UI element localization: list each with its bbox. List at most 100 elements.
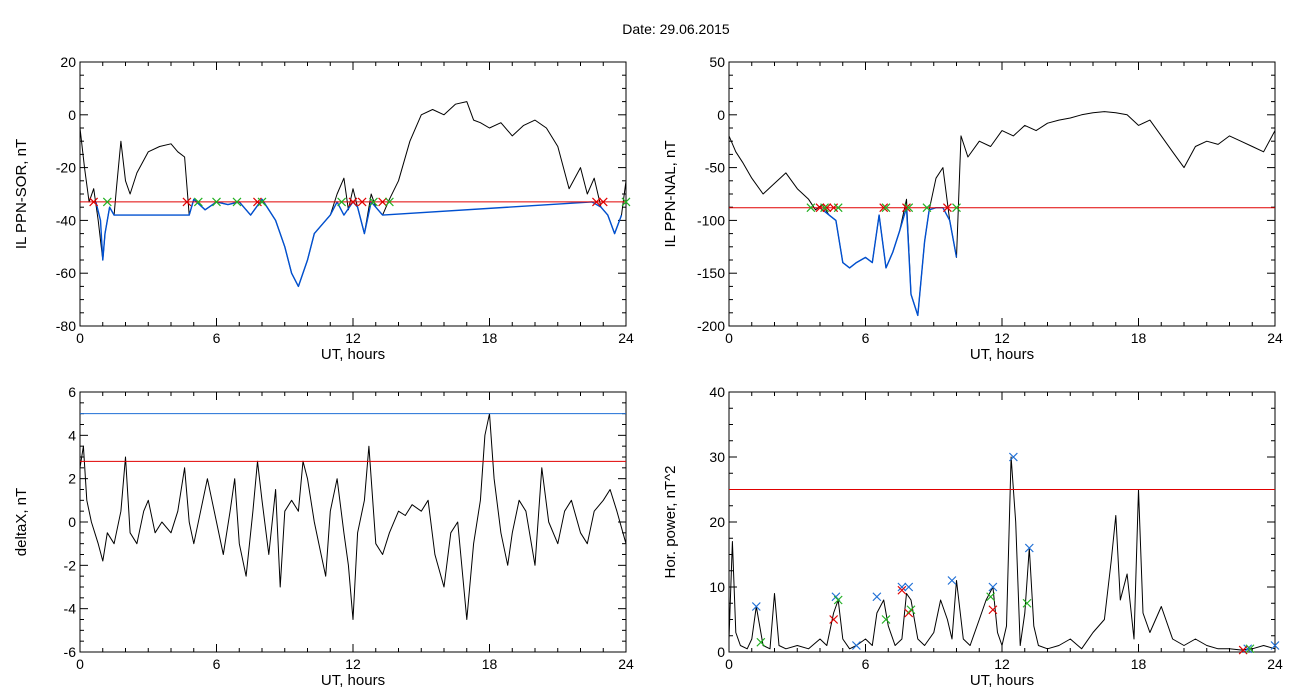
event-marker [922, 203, 932, 213]
peak-marker [1270, 641, 1280, 650]
series-trace [80, 413, 626, 620]
peak-marker [1008, 452, 1018, 462]
peak-marker [897, 585, 907, 595]
event-marker [881, 203, 891, 213]
x-tick-label: 24 [618, 330, 634, 346]
peak-marker [833, 595, 843, 605]
series-trace [80, 101, 626, 287]
event-marker [337, 197, 347, 207]
y-tick-label: -60 [56, 265, 76, 281]
series-subset [95, 198, 623, 288]
y-tick-label: -150 [697, 265, 725, 281]
event-marker [212, 197, 221, 207]
x-axis-label: UT, hours [321, 672, 385, 689]
event-marker [257, 197, 267, 207]
y-tick-label: -200 [697, 318, 725, 334]
y-axis-label: IL PPN-SOR, nT [13, 139, 30, 249]
peak-marker [1238, 645, 1248, 655]
peak-marker [947, 576, 957, 585]
x-tick-label: 12 [345, 330, 361, 346]
x-tick-label: 24 [1267, 656, 1283, 672]
chart-sor: 0 6 12 18 24 20 0 -20 -40 -60 -80 UT, hours IL PPN-S… [13, 54, 634, 363]
x-tick-label: 12 [345, 656, 361, 672]
event-marker [820, 203, 829, 213]
event-marker [357, 197, 367, 207]
chart-deltax: 0 6 12 18 24 6 4 2 0 -2 -4 -6 UT, hours deltaX, nT [13, 384, 634, 689]
event-marker [378, 197, 387, 207]
y-tick-label: 50 [709, 54, 725, 70]
event-marker [942, 203, 952, 213]
peak-marker [1024, 543, 1034, 553]
y-tick-label: -2 [64, 557, 77, 573]
x-tick-label: 24 [1267, 330, 1283, 346]
plot-area [729, 111, 1275, 317]
x-tick-label: 6 [862, 656, 870, 672]
x-tick-label: 18 [482, 656, 498, 672]
x-tick-label: 6 [213, 330, 221, 346]
x-tick-label: 0 [76, 330, 84, 346]
event-marker [822, 203, 832, 213]
event-marker [902, 203, 911, 213]
y-tick-label: 10 [709, 579, 725, 595]
peak-marker [988, 582, 998, 592]
y-tick-label: 40 [709, 384, 725, 400]
event-marker [833, 203, 843, 213]
x-tick-label: 18 [482, 330, 498, 346]
peak-marker [756, 637, 766, 647]
x-axis-label: UT, hours [970, 672, 1034, 689]
plot-frame [728, 61, 1276, 327]
x-tick-label: 6 [213, 656, 221, 672]
event-marker [592, 197, 601, 207]
x-tick-label: 0 [76, 656, 84, 672]
y-axis-label: IL PPN-NAL, nT [662, 141, 679, 248]
event-marker [904, 203, 914, 213]
y-tick-label: 4 [68, 427, 76, 443]
x-tick-label: 18 [1131, 656, 1147, 672]
y-axis-label: deltaX, nT [13, 488, 30, 556]
event-marker [193, 197, 203, 207]
event-marker [102, 197, 112, 207]
event-marker [182, 197, 192, 207]
y-tick-label: 20 [60, 54, 76, 70]
y-tick-label: 0 [717, 107, 725, 123]
event-marker [369, 197, 378, 207]
x-tick-label: 12 [994, 330, 1010, 346]
y-tick-label: 0 [68, 514, 76, 530]
x-axis-label: UT, hours [321, 346, 385, 363]
plot-frame [728, 391, 1276, 653]
y-tick-label: 6 [68, 384, 76, 400]
peak-marker [829, 615, 839, 624]
y-tick-label: -50 [705, 160, 725, 176]
y-tick-label: 0 [717, 644, 725, 660]
plot-area [80, 413, 626, 620]
peak-marker [904, 582, 914, 592]
event-marker [232, 197, 242, 207]
chart-power: 0 6 12 18 24 40 30 20 10 0 UT, hours Hor. power, nT… [662, 384, 1283, 689]
event-marker [384, 197, 394, 207]
event-marker [621, 197, 631, 207]
event-marker [879, 203, 889, 213]
figure-title: Date: 29.06.2015 [622, 21, 730, 37]
peak-marker [872, 592, 882, 602]
plot-area [729, 456, 1275, 651]
y-tick-label: -6 [64, 644, 77, 660]
y-tick-label: -40 [56, 212, 76, 228]
peak-marker [897, 582, 907, 592]
peak-marker [906, 605, 916, 615]
plot-area [80, 101, 626, 288]
peak-marker [988, 605, 998, 615]
peak-marker [1022, 598, 1032, 608]
peak-marker [751, 602, 761, 611]
series-subset [819, 206, 958, 317]
chart-nal: 0 6 12 18 24 50 0 -50 -100 -150 -200 UT, hours IL PP… [662, 54, 1283, 363]
peak-marker [881, 615, 891, 624]
peak-marker [986, 592, 996, 602]
x-tick-label: 6 [862, 330, 870, 346]
series-trace [729, 456, 1275, 651]
peak-marker [1245, 644, 1255, 654]
event-marker [952, 203, 961, 213]
x-tick-label: 24 [618, 656, 634, 672]
x-tick-label: 0 [725, 656, 733, 672]
